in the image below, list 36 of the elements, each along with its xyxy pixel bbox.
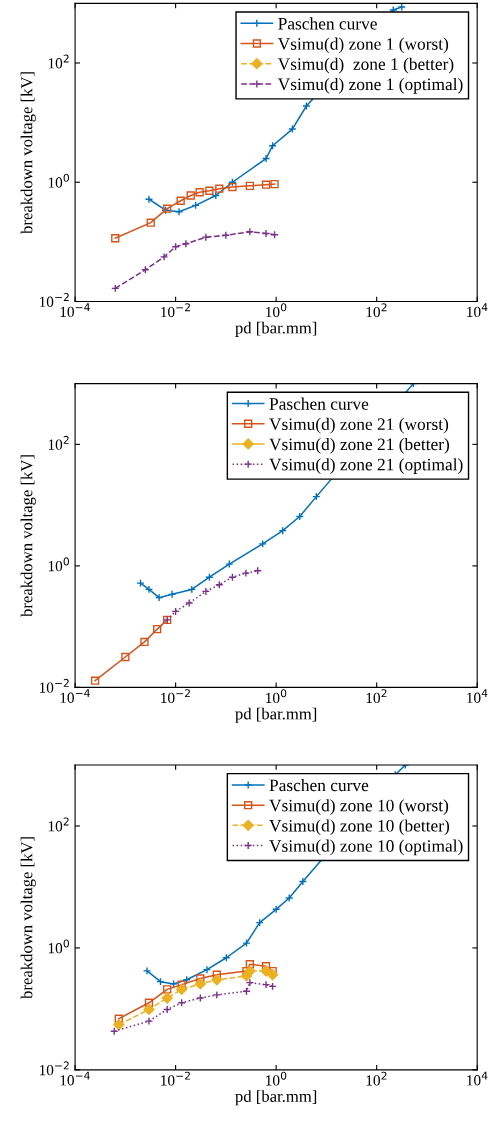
legend-label: Vsimu(d) zone 1 (optimal) — [277, 77, 463, 94]
y-axis-title: breakdown voltage [kV] — [20, 72, 36, 234]
y-tick-label: 10$^{2}$ — [48, 435, 69, 450]
x-tick-label: 10$^{4}$ — [467, 303, 488, 318]
legend-label: Vsimu(d) zone 21 (worst) — [269, 417, 449, 434]
legend-label: Vsimu(d) zone 21 (optimal) — [269, 458, 463, 474]
legend-label: Vsimu(d) zone 1 (worst) — [277, 37, 449, 54]
x-tick-label: 10$^{2}$ — [366, 689, 387, 704]
legend-label: Vsimu(d) zone 10 (better) — [269, 819, 450, 836]
x-tick-label: 10$^{2}$ — [366, 303, 387, 318]
y-tick-label: 10$^{0}$ — [48, 557, 69, 572]
legend-label: Vsimu(d) zone 1 (better) — [277, 57, 454, 74]
y-tick-label: 10$^{0}$ — [48, 173, 69, 188]
x-tick-label: 10$^{4}$ — [467, 1071, 488, 1086]
y-tick-label: 10$^{0}$ — [48, 939, 69, 954]
y-axis-title: breakdown voltage [kV] — [20, 837, 36, 999]
legend-label: Paschen curve — [269, 397, 369, 410]
x-tick-label: 10$^{0}$ — [266, 1071, 287, 1086]
y-tick-label: 10$^{2}$ — [48, 54, 69, 69]
y-tick-label: 10$^{2}$ — [48, 817, 69, 832]
y-axis-title: breakdown voltage [kV] — [20, 455, 36, 617]
x-axis-title: pd [bar.mm] — [235, 707, 317, 723]
x-axis-title: pd [bar.mm] — [235, 1090, 317, 1106]
x-tick-label: 10$^{4}$ — [467, 689, 488, 703]
legend-label: Paschen curve — [278, 17, 377, 30]
legend-label: Vsimu(d) zone 21 (better) — [269, 438, 450, 454]
x-tick-label: 10$^{0}$ — [266, 303, 287, 318]
x-tick-label: 10$^{−2}$ — [161, 1071, 190, 1086]
x-tick-label: 10$^{0}$ — [266, 689, 287, 704]
legend-label: Vsimu(d) zone 10 (optimal) — [269, 839, 463, 856]
x-tick-label: 10$^{−2}$ — [161, 689, 190, 704]
legend-label: Paschen curve — [269, 778, 369, 792]
x-tick-label: 10$^{−2}$ — [161, 303, 190, 318]
legend-label: Vsimu(d) zone 10 (worst) — [269, 799, 449, 815]
x-axis-title: pd [bar.mm] — [235, 321, 317, 337]
x-tick-label: 10$^{2}$ — [366, 1071, 387, 1086]
